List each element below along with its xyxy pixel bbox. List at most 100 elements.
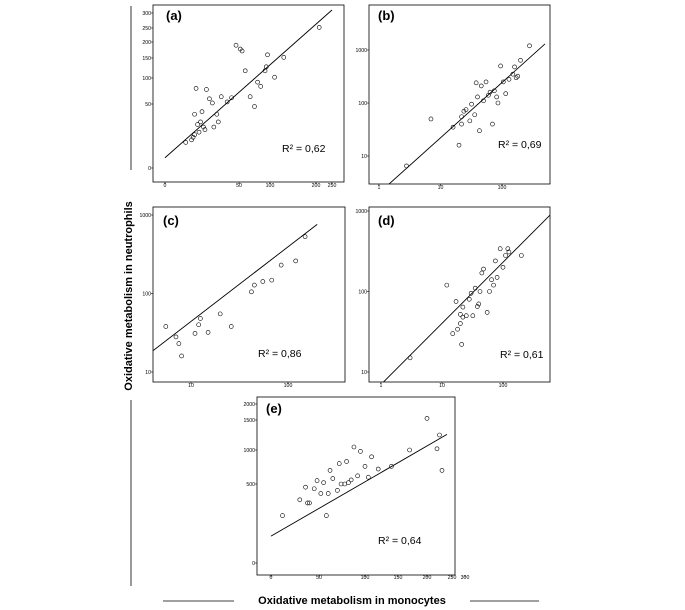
data-point [484, 310, 490, 315]
data-point [176, 341, 182, 346]
data-point [527, 43, 532, 49]
y-tick-label: 1000 [355, 48, 367, 54]
r2-label: R² = 0,64 [378, 535, 422, 547]
x-tick-label: 100 [498, 185, 507, 191]
panel-label: (c) [163, 213, 179, 228]
x-tick-label: 300 [461, 575, 470, 581]
data-point [327, 468, 333, 473]
data-point [424, 416, 430, 421]
data-point [195, 122, 200, 127]
data-point [407, 447, 412, 453]
x-tick-label: 100 [266, 183, 275, 189]
data-point [173, 334, 179, 340]
r2-label: R² = 0,69 [498, 139, 542, 151]
x-tick-label: 50 [316, 575, 322, 581]
y-tick-label: 1000 [243, 448, 255, 454]
y-tick-label: 50 [145, 102, 151, 108]
panel-label: (b) [378, 8, 395, 23]
data-point [260, 279, 266, 284]
data-point [501, 79, 506, 85]
data-point [506, 249, 512, 255]
y-tick-label: 500 [246, 482, 255, 488]
panel-frame [368, 206, 551, 383]
data-point [196, 322, 201, 328]
data-point [192, 331, 198, 336]
data-point [389, 464, 394, 469]
data-point [362, 464, 368, 469]
data-point [468, 290, 474, 296]
data-point [207, 96, 212, 102]
y-tick-label: 0 [252, 561, 255, 567]
data-point [242, 68, 248, 74]
data-point [469, 101, 474, 107]
data-point [344, 459, 349, 464]
regression-line [153, 223, 318, 352]
data-point [476, 301, 482, 307]
data-point [247, 94, 253, 100]
regression-line [164, 9, 333, 159]
data-point [369, 454, 374, 460]
data-point [463, 107, 469, 112]
x-tick-label: 250 [328, 183, 337, 189]
data-point [249, 289, 254, 295]
data-point [481, 266, 486, 272]
data-point [404, 163, 409, 169]
x-tick-label: 100 [499, 383, 508, 389]
panel-c: 10 100 10 100 1000 (c) R² = 0,86 [139, 206, 346, 389]
data-point [311, 486, 317, 492]
data-point [324, 513, 329, 518]
data-point [434, 446, 440, 452]
data-point [503, 253, 508, 258]
data-point [467, 118, 473, 124]
data-point [455, 326, 460, 332]
data-point [272, 74, 277, 80]
data-point [458, 312, 463, 317]
data-point [500, 264, 506, 270]
x-tick-label: 100 [284, 383, 293, 389]
data-point [218, 94, 224, 100]
panel-b: 1 10 100 10 100 1000 (b) R² = 0,69 [355, 4, 551, 191]
data-point [192, 132, 197, 138]
data-point [297, 497, 303, 503]
data-point [459, 114, 464, 120]
data-point [450, 331, 456, 336]
data-point [280, 513, 285, 518]
panel-e: 0 50 100 150 200 250 300 0 500 1000 1500 2000 (e) R² … [243, 396, 470, 581]
r2-label: R² = 0,62 [282, 143, 326, 155]
data-point [239, 48, 245, 54]
y-tick-label: 250 [142, 26, 151, 32]
data-point [444, 282, 450, 288]
data-point [492, 88, 497, 94]
panel-frame [256, 396, 456, 576]
data-point [233, 42, 239, 48]
data-point [491, 282, 496, 288]
y-tick-label: 1000 [139, 213, 151, 219]
x-tick-label: 100 [361, 575, 370, 581]
data-point [305, 500, 310, 506]
data-point [338, 481, 344, 487]
data-point [466, 297, 472, 302]
data-point [473, 80, 479, 86]
y-tick-label: 100 [358, 289, 367, 295]
data-point [336, 461, 342, 466]
data-point [335, 488, 340, 493]
data-point [201, 124, 206, 130]
data-point [519, 253, 524, 258]
data-point [375, 466, 381, 472]
y-tick-label: 10 [361, 370, 367, 376]
y-tick-label: 1000 [355, 209, 367, 215]
data-point [439, 468, 445, 473]
data-point [481, 98, 486, 104]
data-point [428, 116, 434, 122]
data-point [325, 491, 331, 496]
data-point [314, 478, 320, 483]
x-tick-label: 0 [164, 183, 167, 189]
data-point [318, 491, 324, 496]
y-tick-label: 2000 [243, 402, 255, 408]
data-point [351, 444, 357, 450]
y-tick-label: 100 [142, 76, 151, 82]
data-point [316, 25, 322, 30]
data-point [303, 484, 308, 490]
data-point [497, 246, 503, 252]
